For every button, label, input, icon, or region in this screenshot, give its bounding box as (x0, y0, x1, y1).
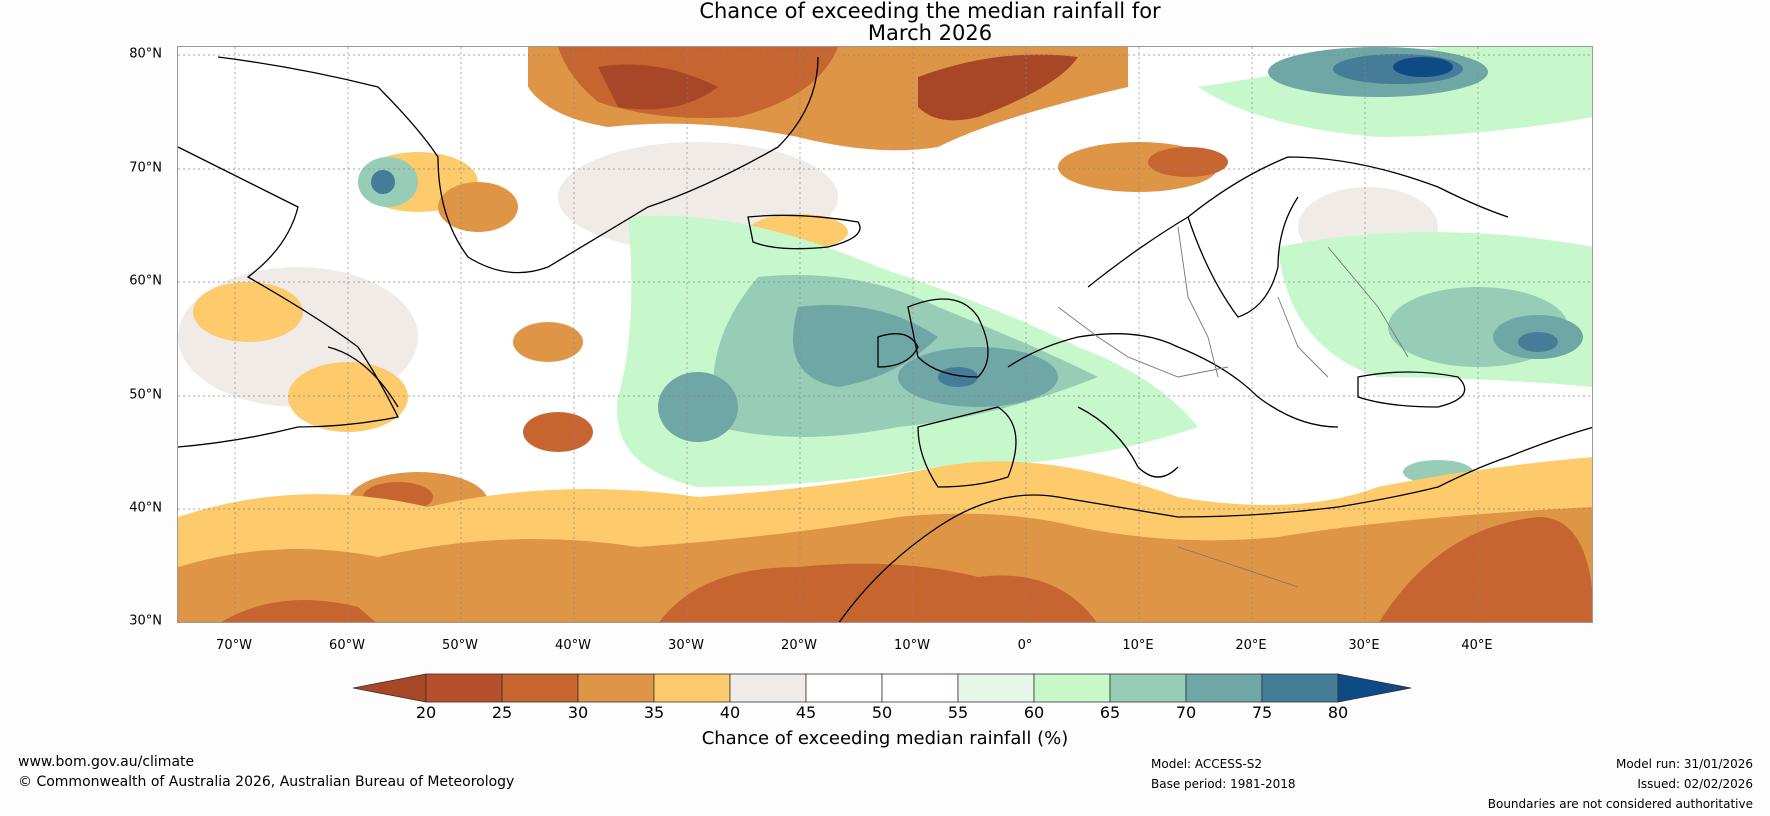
colorbar-extend-low (353, 673, 427, 703)
very-wet-area (371, 170, 395, 194)
colorbar-tick-label: 60 (1023, 703, 1045, 722)
map-svg (178, 47, 1592, 622)
very-wet-area (793, 305, 938, 387)
colorbar-tick-label: 25 (491, 703, 513, 722)
model-run-text: Model run: 31/01/2026 (1615, 757, 1753, 771)
colorbar-segment-75-80 (1261, 673, 1339, 703)
colorbar-tick-label: 65 (1099, 703, 1121, 722)
lon-label-20w: 20°W (781, 638, 817, 653)
colorbar-segment-30-35 (577, 673, 655, 703)
lon-label-10w: 10°W (894, 638, 930, 653)
issued-text: Issued: 02/02/2026 (1637, 777, 1753, 791)
colorbar-segment-60-65 (1033, 673, 1111, 703)
copyright-text: © Commonwealth of Australia 2026, Austra… (18, 774, 515, 790)
colorbar-tick-label: 20 (415, 703, 437, 722)
title-line-1: Chance of exceeding the median rainfall … (699, 0, 1161, 23)
title-line-2: March 2026 (867, 21, 993, 45)
dry-area (523, 412, 593, 452)
colorbar-tick-label: 55 (947, 703, 969, 722)
coastlines (178, 56, 1592, 622)
very-dry-area (1148, 147, 1228, 177)
dry-area (438, 182, 518, 232)
lon-label-40w: 40°W (555, 638, 591, 653)
very-wet-area (938, 367, 978, 387)
colorbar-tick-label: 50 (871, 703, 893, 722)
colorbar-segment-35-40 (653, 673, 731, 703)
very-dry-area (221, 600, 376, 622)
lon-label-70w: 70°W (216, 638, 252, 653)
graticule (178, 47, 1592, 622)
colorbar-segment-40-45 (729, 673, 807, 703)
lon-label-40e: 40°E (1461, 638, 1493, 653)
very-wet-area (1518, 332, 1558, 352)
lon-label-50w: 50°W (442, 638, 478, 653)
very-dry-area (918, 54, 1078, 121)
lon-label-20e: 20°E (1235, 638, 1267, 653)
website-link[interactable]: www.bom.gov.au/climate (18, 754, 195, 770)
lat-label-60n: 60°N (129, 273, 162, 289)
colorbar-tick-label: 35 (643, 703, 665, 722)
disclaimer-text: Boundaries are not considered authoritat… (1487, 797, 1753, 811)
dry-area (193, 282, 303, 342)
colorbar-segment-50-55 (881, 673, 959, 703)
rainfall-map (177, 46, 1593, 623)
dry-area (513, 322, 583, 362)
colorbar-segment-45-50 (805, 673, 883, 703)
very-dry-area (659, 563, 1097, 622)
lat-label-70n: 70°N (129, 160, 162, 176)
colorbar-extend-high (1337, 673, 1412, 703)
colorbar (353, 673, 1412, 703)
colorbar-tick-label: 40 (719, 703, 741, 722)
colorbar-tick-label: 75 (1251, 703, 1273, 722)
extreme-wet-area (1393, 57, 1453, 77)
lat-label-80n: 80°N (129, 46, 162, 62)
colorbar-segment-20-25 (425, 673, 503, 703)
colorbar-segment-70-75 (1185, 673, 1263, 703)
model-text: Model: ACCESS-S2 (1151, 757, 1263, 771)
very-dry-area (1379, 517, 1592, 622)
very-dry-area (598, 64, 718, 110)
colorbar-tick-label: 45 (795, 703, 817, 722)
colorbar-tick-label: 30 (567, 703, 589, 722)
colorbar-tick-label: 70 (1175, 703, 1197, 722)
lat-label-40n: 40°N (129, 500, 162, 516)
lat-label-30n: 30°N (129, 613, 162, 629)
lon-label-0: 0° (1017, 638, 1033, 653)
colorbar-segment-25-30 (501, 673, 579, 703)
lat-label-50n: 50°N (129, 387, 162, 403)
probability-field (178, 47, 1592, 622)
base-period-text: Base period: 1981-2018 (1151, 777, 1296, 791)
country-borders (1057, 226, 1409, 588)
lon-label-30e: 30°E (1348, 638, 1380, 653)
lon-label-30w: 30°W (668, 638, 704, 653)
lon-label-10e: 10°E (1122, 638, 1154, 653)
colorbar-segment-65-70 (1109, 673, 1187, 703)
colorbar-label: Chance of exceeding median rainfall (%) (701, 728, 1069, 749)
colorbar-segment-55-60 (957, 673, 1035, 703)
colorbar-tick-label: 80 (1327, 703, 1349, 722)
lon-label-60w: 60°W (329, 638, 365, 653)
very-wet-area (658, 372, 738, 442)
